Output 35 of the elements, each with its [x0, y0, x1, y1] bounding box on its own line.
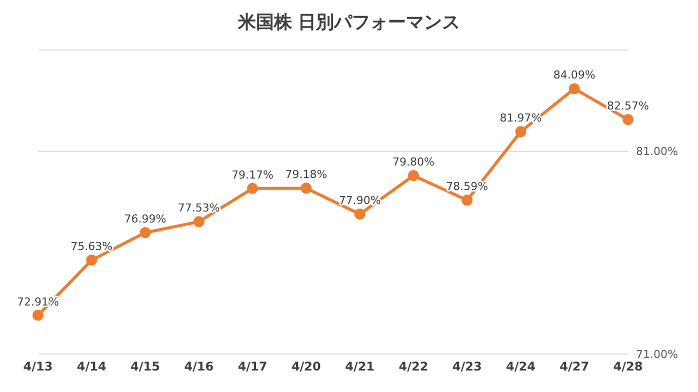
x-tick-label: 4/15	[130, 360, 160, 374]
data-label: 82.57%	[607, 100, 649, 113]
point	[32, 310, 44, 321]
point	[247, 182, 258, 194]
data-label: 76.99%	[124, 212, 166, 226]
point	[515, 126, 526, 138]
data-label: 84.09%	[553, 68, 596, 82]
x-tick-label: 4/16	[184, 360, 214, 374]
data-label: 79.18%	[285, 168, 328, 182]
point	[568, 83, 580, 94]
data-label: 75.63%	[70, 240, 113, 254]
x-tick-label: 4/24	[506, 360, 536, 374]
point	[354, 208, 366, 220]
y-tick-label: 81.00%	[636, 145, 678, 158]
x-tick-label: 4/13	[23, 360, 53, 374]
point	[408, 170, 419, 182]
point	[300, 182, 312, 194]
point	[193, 216, 204, 228]
x-tick-label: 4/21	[345, 360, 375, 374]
x-tick-label: 4/14	[76, 360, 106, 374]
point	[462, 194, 473, 206]
point	[140, 227, 151, 238]
point	[622, 114, 634, 126]
x-tick-label: 4/22	[398, 360, 428, 374]
x-tick-label: 4/28	[613, 360, 643, 374]
point	[86, 254, 98, 266]
data-label: 77.53%	[178, 202, 220, 215]
x-tick-label: 4/20	[291, 360, 321, 374]
chart-title: 米国株 日別パフォーマンス	[236, 11, 462, 35]
x-tick-label: 4/17	[238, 360, 268, 374]
y-tick-label: 71.00%	[636, 348, 678, 361]
data-label: 79.80%	[392, 156, 434, 169]
data-label: 79.17%	[232, 168, 274, 182]
x-tick-label: 4/23	[452, 360, 482, 374]
x-tick-label: 4/27	[560, 360, 590, 374]
